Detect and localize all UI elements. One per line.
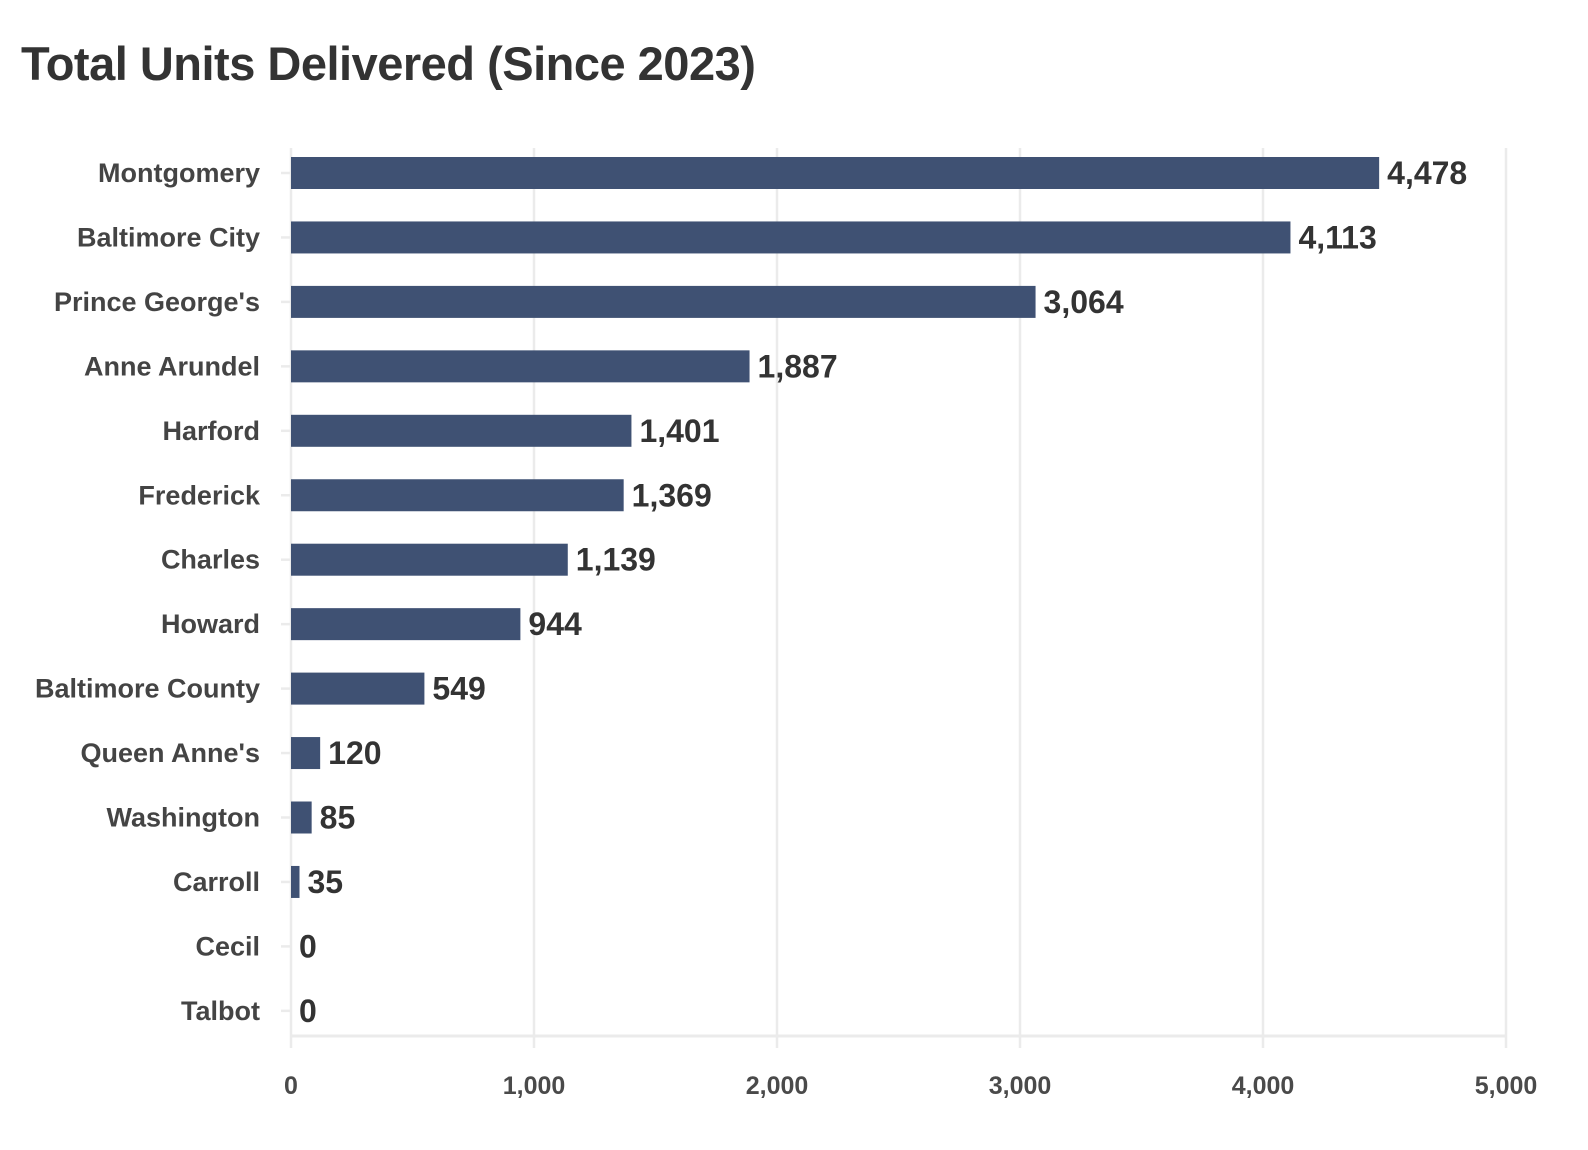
bar xyxy=(291,737,321,770)
x-tick-label: 4,000 xyxy=(1232,1072,1295,1100)
bar xyxy=(291,801,312,834)
value-label: 4,113 xyxy=(1298,219,1376,255)
bar xyxy=(291,221,1291,254)
value-label: 944 xyxy=(528,606,582,642)
bar xyxy=(291,865,300,898)
category-label: Baltimore City xyxy=(77,222,260,252)
category-label: Prince George's xyxy=(54,287,260,317)
bar xyxy=(291,157,1380,189)
bar xyxy=(291,543,568,576)
category-label: Frederick xyxy=(138,480,261,510)
x-tick-label: 3,000 xyxy=(989,1072,1052,1100)
category-label: Howard xyxy=(161,609,260,639)
category-label: Washington xyxy=(107,803,260,833)
bar xyxy=(291,672,425,705)
value-label: 1,401 xyxy=(639,413,719,449)
chart-title: Total Units Delivered (Since 2023) xyxy=(21,37,756,90)
value-label: 0 xyxy=(299,928,317,964)
value-label: 0 xyxy=(299,993,317,1029)
value-label: 1,139 xyxy=(576,542,656,578)
bar xyxy=(291,350,750,383)
category-label: Baltimore County xyxy=(35,674,260,704)
category-label: Cecil xyxy=(195,931,260,961)
value-label: 3,064 xyxy=(1044,284,1124,320)
bar xyxy=(291,285,1036,318)
x-tick-label: 5,000 xyxy=(1475,1072,1538,1100)
category-label: Montgomery xyxy=(98,158,260,188)
value-label: 85 xyxy=(320,800,356,836)
value-label: 1,887 xyxy=(758,348,838,384)
gridlines xyxy=(281,148,1508,1048)
category-labels: Montgomery Baltimore City Prince George's A… xyxy=(35,158,261,1026)
value-label: 549 xyxy=(432,671,485,707)
bar xyxy=(291,608,521,641)
x-tick-label: 2,000 xyxy=(746,1072,809,1100)
category-label: Talbot xyxy=(181,996,260,1026)
value-labels: 4,478 4,113 3,064 1,887 1,401 1,369 1,139 944 54… xyxy=(299,155,1467,1029)
bar xyxy=(291,414,632,447)
value-label: 4,478 xyxy=(1387,155,1467,191)
category-label: Queen Anne's xyxy=(81,738,260,768)
value-label: 120 xyxy=(328,735,381,771)
category-label: Harford xyxy=(162,416,260,446)
value-label: 1,369 xyxy=(632,477,712,513)
category-label: Carroll xyxy=(173,867,260,897)
category-label: Charles xyxy=(161,545,260,575)
x-tick-label: 1,000 xyxy=(503,1072,566,1100)
x-tick-label: 0 xyxy=(284,1072,298,1100)
x-axis-ticks: 0 1,000 2,000 3,000 4,000 5,000 xyxy=(284,1072,1537,1100)
bar xyxy=(291,479,624,512)
category-label: Anne Arundel xyxy=(84,351,260,381)
value-label: 35 xyxy=(308,864,344,900)
bars xyxy=(291,157,1380,898)
